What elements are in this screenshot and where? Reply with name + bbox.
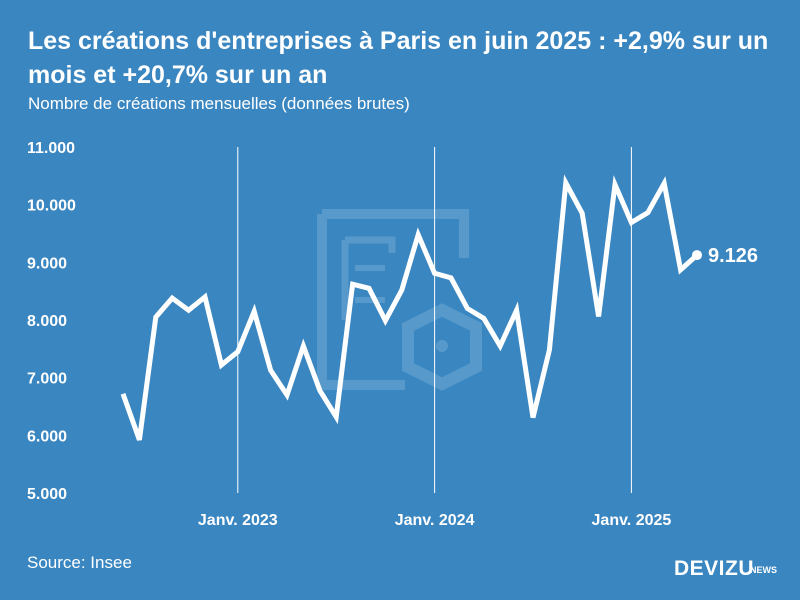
brand-logo-sub: NEWS [750,565,777,575]
vertical-gridlines [237,147,632,493]
y-tick-label: 11.000 [27,140,75,157]
y-axis-ticks: 5.000 6.000 7.000 8.000 9.000 10.000 11.000 [27,140,76,503]
x-tick-label: Janv. 2023 [198,512,278,529]
watermark-logo [317,209,482,391]
x-tick-label: Janv. 2024 [395,512,475,529]
brand-logo: DEVIZU [674,557,755,580]
y-tick-label: 10.000 [27,198,76,215]
y-tick-label: 8.000 [27,313,67,330]
source-note: Source: Insee [27,553,132,572]
y-tick-label: 6.000 [27,428,67,445]
x-axis-ticks: Janv. 2023 Janv. 2024 Janv. 2025 [198,512,671,529]
series-line [120,174,699,441]
line-chart: 5.000 6.000 7.000 8.000 9.000 10.000 11.000 Ja… [27,140,758,529]
y-tick-label: 9.000 [27,255,67,272]
x-tick-label: Janv. 2025 [592,512,672,529]
chart-subtitle: Nombre de créations mensuelles (données … [28,94,410,113]
y-tick-label: 7.000 [27,371,67,388]
last-value-label: 9.126 [708,245,758,267]
y-tick-label: 5.000 [27,486,67,503]
last-point-marker [692,250,702,261]
chart-title: Les créations d'entreprises à Paris en j… [28,27,769,89]
